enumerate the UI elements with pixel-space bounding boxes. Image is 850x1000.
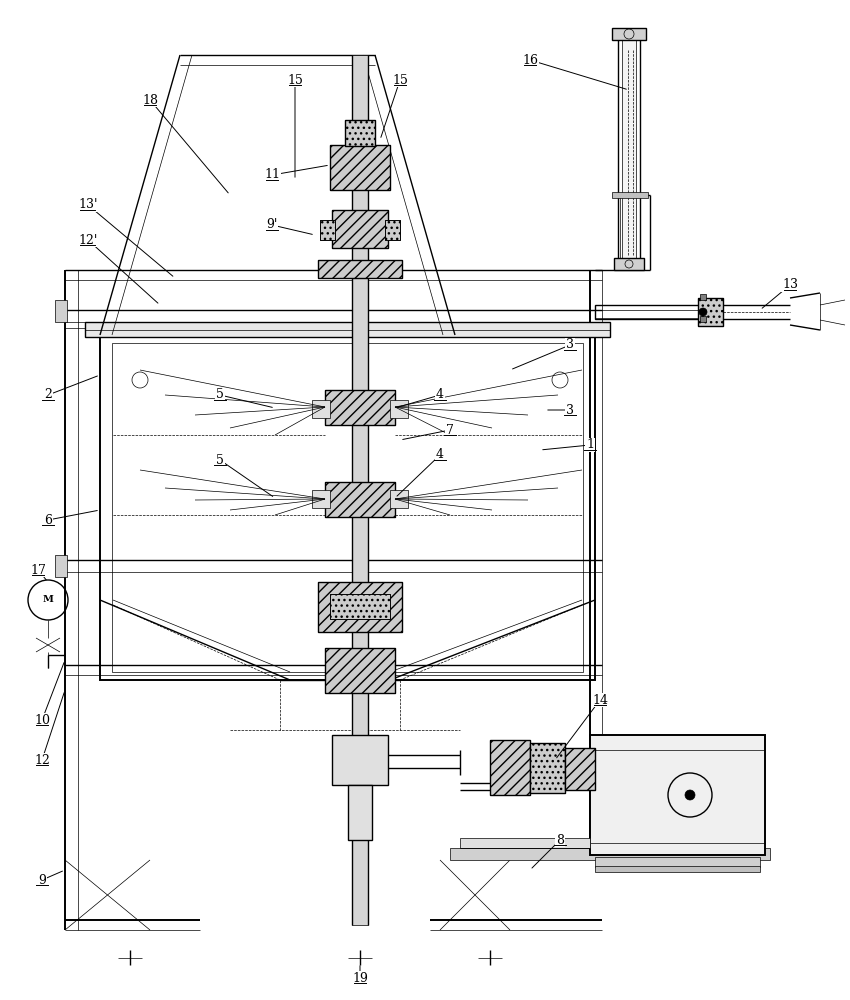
Bar — [390, 490, 408, 508]
Text: 6: 6 — [44, 514, 52, 526]
Bar — [325, 482, 395, 517]
Text: 9: 9 — [38, 874, 46, 886]
Text: 9': 9' — [266, 219, 278, 232]
Text: 5: 5 — [216, 388, 224, 401]
Bar — [612, 192, 648, 198]
Bar — [595, 866, 760, 872]
Text: 19: 19 — [352, 972, 368, 984]
Bar — [698, 298, 723, 326]
Text: 2: 2 — [44, 388, 52, 401]
Text: 8: 8 — [556, 834, 564, 846]
Bar — [85, 322, 610, 337]
Bar — [595, 305, 700, 319]
Bar — [325, 482, 395, 517]
Bar — [595, 857, 760, 867]
Bar — [312, 400, 330, 418]
Bar — [312, 490, 330, 508]
Text: 13': 13' — [78, 198, 98, 212]
Bar — [490, 740, 530, 795]
Text: 5: 5 — [216, 454, 224, 466]
Text: 10: 10 — [34, 714, 50, 726]
Bar — [320, 220, 335, 240]
Text: 14: 14 — [592, 694, 608, 706]
Bar — [332, 210, 388, 248]
Bar — [325, 390, 395, 425]
Bar — [700, 294, 706, 300]
Bar — [612, 28, 646, 40]
Bar — [595, 310, 705, 318]
Text: 4: 4 — [436, 448, 444, 462]
Bar — [385, 220, 400, 240]
Text: 12': 12' — [78, 233, 98, 246]
Bar — [318, 260, 402, 278]
Text: M: M — [42, 595, 54, 604]
Bar — [325, 390, 395, 425]
Text: 17: 17 — [30, 564, 46, 576]
Text: 16: 16 — [522, 53, 538, 66]
Text: 15: 15 — [392, 74, 408, 87]
Bar — [590, 735, 765, 855]
Bar — [698, 298, 723, 326]
Text: 11: 11 — [264, 168, 280, 182]
Bar — [55, 555, 67, 577]
Bar — [330, 145, 390, 190]
Text: 7: 7 — [446, 424, 454, 436]
Bar — [320, 220, 335, 240]
Bar — [352, 55, 368, 925]
Bar — [385, 220, 400, 240]
Bar — [345, 120, 375, 146]
Bar — [330, 145, 390, 190]
Bar — [460, 838, 590, 848]
Bar — [700, 316, 706, 322]
Bar — [100, 335, 595, 680]
Text: 3: 3 — [566, 338, 574, 352]
Bar — [330, 594, 390, 619]
Circle shape — [699, 308, 707, 316]
Bar — [325, 648, 395, 693]
Bar — [55, 300, 67, 322]
Text: 15: 15 — [287, 74, 303, 87]
Circle shape — [685, 790, 695, 800]
Bar — [614, 258, 644, 270]
Text: 12: 12 — [34, 754, 50, 766]
Bar — [325, 648, 395, 693]
Bar — [318, 582, 402, 632]
Text: 3: 3 — [566, 403, 574, 416]
Bar — [330, 594, 390, 619]
Bar — [530, 743, 565, 793]
Bar — [565, 748, 595, 790]
Bar — [490, 740, 530, 795]
Bar — [318, 582, 402, 632]
Bar — [390, 400, 408, 418]
Bar — [345, 120, 375, 146]
Text: 4: 4 — [436, 388, 444, 401]
Bar — [348, 785, 372, 840]
Text: 18: 18 — [142, 94, 158, 106]
Bar — [318, 260, 402, 278]
Text: 13: 13 — [782, 278, 798, 292]
Bar — [450, 848, 770, 860]
Bar — [622, 38, 636, 262]
Bar — [112, 343, 583, 672]
Bar — [332, 210, 388, 248]
Bar — [618, 35, 640, 265]
Text: 1: 1 — [586, 438, 594, 452]
Bar — [530, 743, 565, 793]
Bar — [565, 748, 595, 790]
Bar — [332, 735, 388, 785]
